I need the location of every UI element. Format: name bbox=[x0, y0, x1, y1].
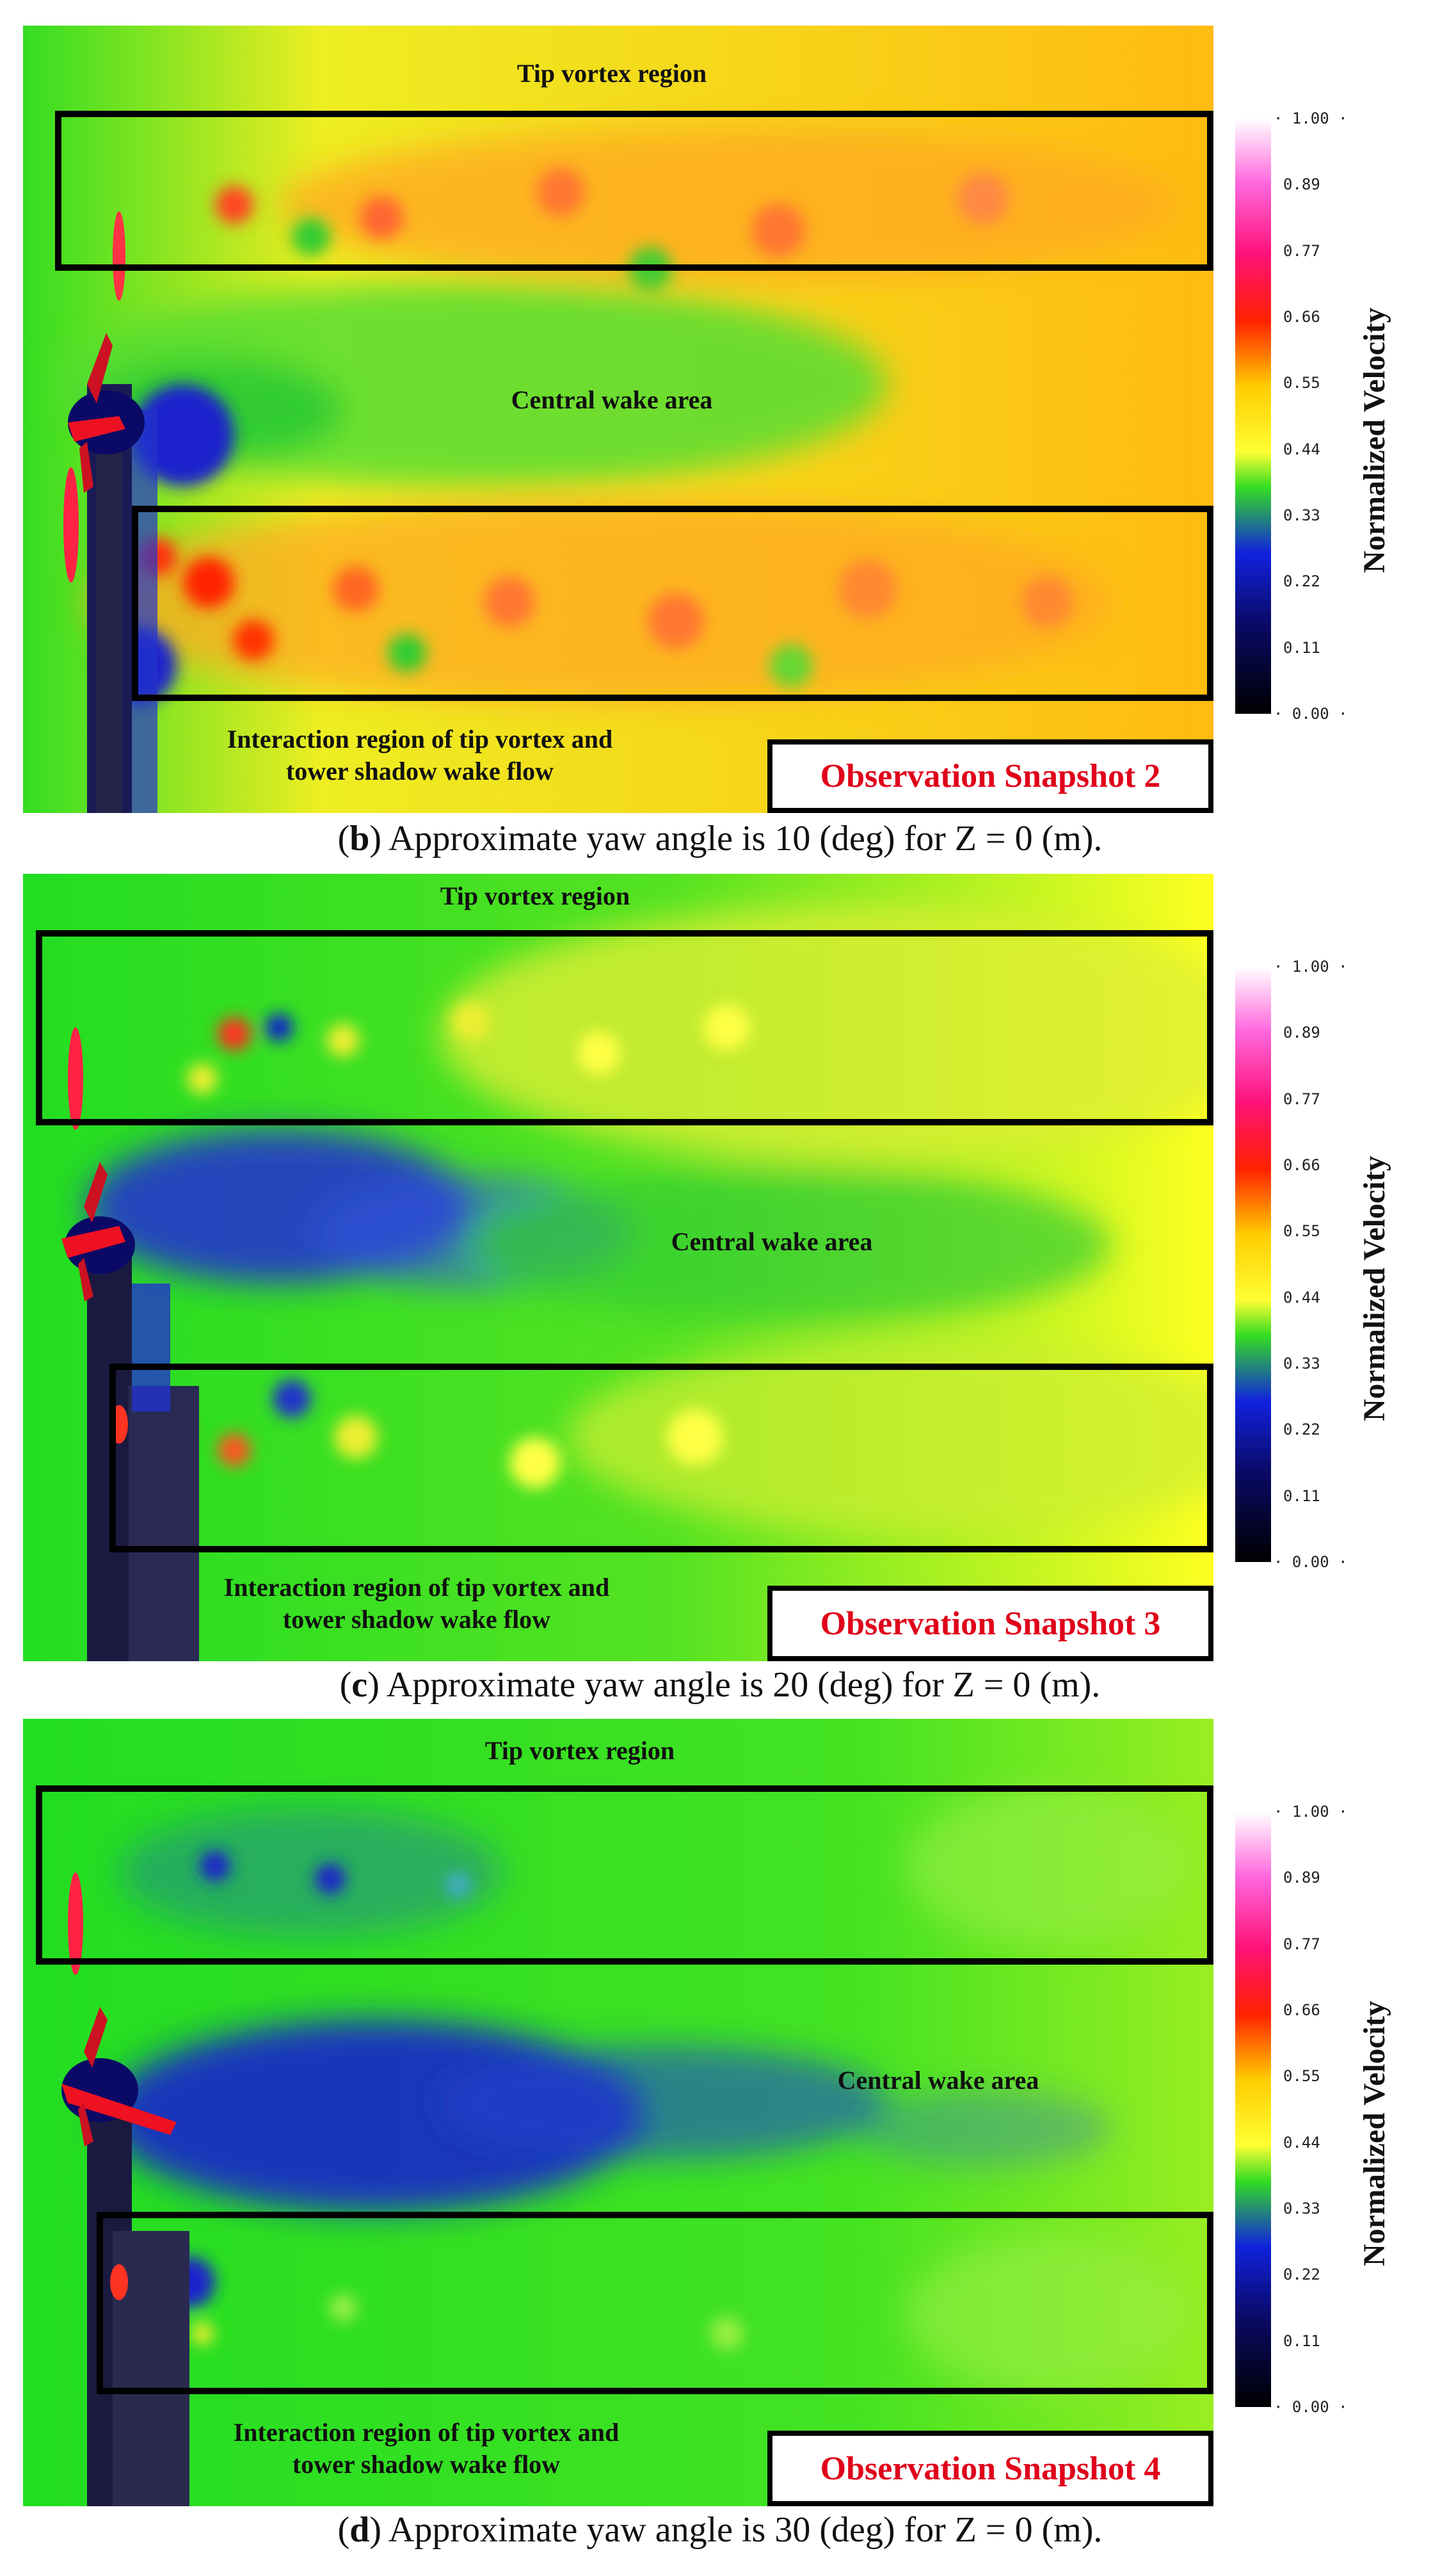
colorbar-title: Normalized Velocity bbox=[1357, 1155, 1391, 1421]
colorbar-tick-label: 0.89 bbox=[1283, 1869, 1320, 1887]
colorbar-tick-label: 0.66 bbox=[1283, 308, 1320, 326]
caption-text: ) Approximate yaw angle is 30 (deg) for … bbox=[369, 2510, 1103, 2550]
colorbar-tick-label: 0.44 bbox=[1283, 2133, 1320, 2152]
colorbar-tick-label: 0.44 bbox=[1283, 1288, 1320, 1307]
colorbar-tick-label: 0.11 bbox=[1283, 638, 1320, 657]
caption-letter: d bbox=[349, 2510, 370, 2550]
colorbar-tick-label: 0.89 bbox=[1283, 1024, 1320, 1042]
colorbar-tick-label: · 1.00 · bbox=[1274, 1803, 1348, 1821]
tip-vortex-box bbox=[55, 111, 1213, 271]
colorbar-gradient bbox=[1235, 967, 1271, 1562]
colorbar-tick-label: 0.89 bbox=[1283, 175, 1320, 194]
tip-vortex-label: Tip vortex region bbox=[440, 881, 630, 910]
colorbar-tick-label: 0.55 bbox=[1283, 2067, 1320, 2086]
interaction-region-box bbox=[97, 2212, 1213, 2394]
snapshot-label: Observation Snapshot 4 bbox=[767, 2431, 1213, 2506]
interaction-label-line1: Interaction region of tip vortex and bbox=[227, 725, 613, 753]
colorbar-tick-label: 0.11 bbox=[1283, 2331, 1320, 2350]
interaction-label-line1: Interaction region of tip vortex and bbox=[223, 1573, 610, 1602]
caption-b: (b) Approximate yaw angle is 10 (deg) fo… bbox=[337, 819, 1103, 858]
colorbar-tick-label: 0.66 bbox=[1283, 2001, 1320, 2019]
colorbar-tick-label: · 0.00 · bbox=[1274, 1553, 1348, 1571]
tip-vortex-label: Tip vortex region bbox=[484, 1736, 675, 1765]
tip-vortex-box bbox=[36, 1785, 1213, 1965]
colorbar-tick-label: 0.33 bbox=[1283, 2200, 1320, 2218]
caption-letter: c bbox=[351, 1665, 368, 1705]
caption-letter: b bbox=[349, 819, 370, 858]
colorbar-tick-label: 0.66 bbox=[1283, 1156, 1320, 1174]
velocity-field-c bbox=[23, 874, 1213, 1661]
colorbar-title: Normalized Velocity bbox=[1357, 2000, 1391, 2266]
colorbar-tick-label: 0.44 bbox=[1283, 440, 1320, 458]
caption-text: ) Approximate yaw angle is 20 (deg) for … bbox=[367, 1665, 1101, 1705]
caption-d: (d) Approximate yaw angle is 30 (deg) fo… bbox=[337, 2510, 1103, 2550]
central-wake-label: Central wake area bbox=[511, 385, 713, 414]
caption-c: (c) Approximate yaw angle is 20 (deg) fo… bbox=[339, 1665, 1101, 1705]
velocity-field-d bbox=[23, 1719, 1213, 2506]
central-wake-label: Central wake area bbox=[837, 2066, 1039, 2095]
interaction-label-line2: tower shadow wake flow bbox=[292, 2450, 561, 2479]
tip-vortex-label: Tip vortex region bbox=[516, 59, 707, 88]
tip-vortex-box bbox=[36, 930, 1213, 1125]
colorbar-tick-label: 0.77 bbox=[1283, 1090, 1320, 1108]
caption-text: ) Approximate yaw angle is 10 (deg) for … bbox=[369, 819, 1103, 858]
colorbar-tick-label: 0.22 bbox=[1283, 2266, 1320, 2284]
panel-c: Tip vortex region Central wake area Inte… bbox=[23, 874, 1425, 1661]
velocity-field-b bbox=[23, 26, 1213, 813]
colorbar-tick-label: 0.22 bbox=[1283, 1421, 1320, 1439]
panel-b: Tip vortex region Central wake area Inte… bbox=[23, 26, 1425, 813]
colorbar-tick-label: 0.55 bbox=[1283, 374, 1320, 392]
interaction-label-line2: tower shadow wake flow bbox=[282, 1605, 551, 1634]
colorbar-tick-label: 0.55 bbox=[1283, 1222, 1320, 1241]
interaction-region-box bbox=[132, 506, 1213, 701]
colorbar-gradient bbox=[1235, 118, 1271, 714]
colorbar-tick-label: · 1.00 · bbox=[1274, 109, 1348, 127]
interaction-label-line2: tower shadow wake flow bbox=[285, 757, 554, 785]
snapshot-label: Observation Snapshot 2 bbox=[767, 739, 1213, 813]
colorbar-title: Normalized Velocity bbox=[1357, 307, 1391, 573]
interaction-region-box bbox=[109, 1364, 1213, 1552]
interaction-label-line1: Interaction region of tip vortex and bbox=[233, 2418, 620, 2447]
colorbar-tick-label: 0.33 bbox=[1283, 1355, 1320, 1373]
panel-d: Tip vortex region Central wake area Inte… bbox=[23, 1719, 1425, 2506]
colorbar-tick-label: · 1.00 · bbox=[1274, 958, 1348, 976]
colorbar-tick-label: 0.77 bbox=[1283, 241, 1320, 260]
colorbar-tick-label: · 0.00 · bbox=[1274, 2398, 1348, 2416]
colorbar-tick-label: · 0.00 · bbox=[1274, 705, 1348, 723]
colorbar-tick-label: 0.77 bbox=[1283, 1935, 1320, 1953]
colorbar-tick-label: 0.11 bbox=[1283, 1486, 1320, 1505]
snapshot-label: Observation Snapshot 3 bbox=[767, 1586, 1213, 1661]
colorbar-tick-label: 0.33 bbox=[1283, 506, 1320, 524]
colorbar-gradient bbox=[1235, 1812, 1271, 2407]
central-wake-label: Central wake area bbox=[671, 1227, 873, 1256]
colorbar-tick-label: 0.22 bbox=[1283, 572, 1320, 591]
